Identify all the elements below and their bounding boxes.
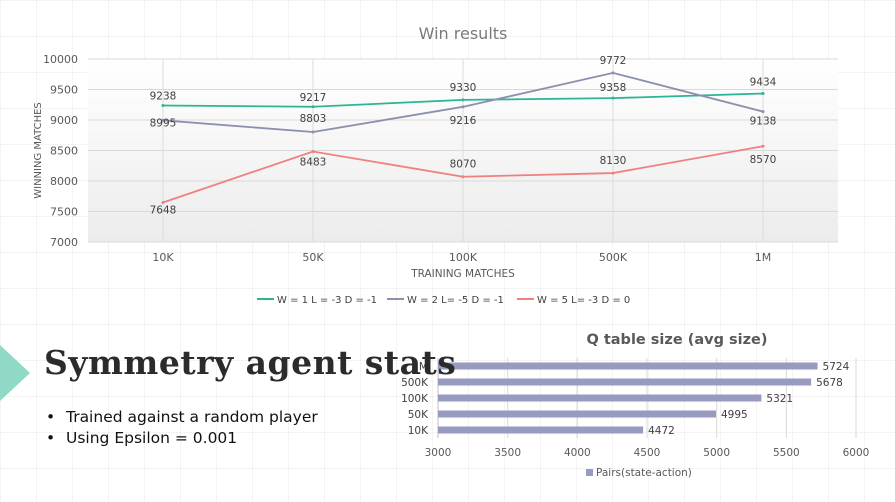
y-tick-label: 7500 (50, 206, 78, 219)
data-point (761, 144, 765, 148)
x-tick-label: 4500 (634, 447, 661, 459)
bar-value-label: 4472 (648, 425, 675, 437)
data-label: 8995 (150, 117, 177, 129)
bar-value-label: 5724 (823, 361, 850, 373)
data-label: 9138 (750, 116, 777, 128)
bullet-item: • Trained against a random player (46, 408, 318, 429)
category-label: 500K (401, 377, 429, 389)
bullet-list: • Trained against a random player • Using … (46, 408, 318, 450)
slide-title: Symmetry agent stats (44, 343, 457, 382)
legend-label: W = 5 L= -3 D = 0 (537, 295, 630, 306)
data-point (161, 118, 165, 122)
data-label: 8803 (300, 113, 327, 125)
bullet-dot: • (46, 408, 56, 426)
category-label: 1M (412, 361, 428, 373)
category-label: 50K (408, 409, 429, 421)
category-label: 100K (401, 393, 429, 405)
bullet-text: Trained against a random player (66, 408, 318, 426)
bar-value-label: 4995 (721, 409, 748, 421)
bullet-text: Using Epsilon = 0.001 (66, 429, 238, 447)
win-results-chart: 7000 7500 8000 8500 9000 9500 10000 10K 50K 100K 5… (33, 24, 838, 306)
chart-title: Win results (419, 24, 508, 43)
data-label: 8570 (750, 154, 777, 166)
q-table-size-chart: Q table size (avg size) 3000 3500 4000 4500 5… (401, 332, 870, 479)
data-label: 9358 (600, 82, 627, 94)
data-label: 9238 (150, 90, 177, 102)
bar-value-label: 5678 (816, 377, 843, 389)
legend-swatch (586, 469, 593, 476)
data-point (461, 175, 465, 179)
data-point (461, 105, 465, 109)
data-label: 9434 (750, 77, 777, 89)
y-tick-label: 10000 (43, 53, 78, 66)
data-point (311, 105, 315, 109)
data-label: 9217 (300, 92, 327, 104)
x-tick-label: 3500 (494, 447, 521, 459)
data-point (611, 71, 615, 75)
accent-arrow-shape (0, 345, 30, 401)
data-label: 9772 (600, 55, 627, 67)
x-tick-label: 500K (599, 251, 628, 264)
bullet-dot: • (46, 429, 56, 447)
legend-label: W = 1 L = -3 D = -1 (277, 295, 377, 306)
data-point (311, 150, 315, 154)
x-tick-label: 5000 (703, 447, 730, 459)
bar (438, 394, 762, 402)
bullet-item: • Using Epsilon = 0.001 (46, 429, 318, 450)
data-point (311, 130, 315, 134)
data-label: 8483 (300, 157, 327, 169)
data-label: 9330 (450, 82, 477, 94)
data-label: 7648 (150, 204, 177, 216)
legend-label: Pairs(state-action) (596, 467, 692, 479)
bar (438, 362, 818, 370)
data-point (761, 92, 765, 96)
y-tick-label: 9500 (50, 84, 78, 97)
x-axis-label: TRAINING MATCHES (410, 268, 515, 280)
category-label: 10K (408, 425, 429, 437)
data-label: 9216 (450, 115, 477, 127)
data-label: 8070 (450, 159, 477, 171)
x-tick-label: 50K (302, 251, 324, 264)
x-tick-label: 3000 (425, 447, 452, 459)
legend-label: W = 2 L= -5 D = -1 (407, 295, 504, 306)
y-tick-label: 8000 (50, 175, 78, 188)
bar (438, 378, 812, 386)
data-point (761, 110, 765, 114)
data-point (161, 200, 165, 204)
y-tick-label: 8500 (50, 145, 78, 158)
data-point (461, 98, 465, 102)
data-point (611, 171, 615, 175)
x-tick-label: 4000 (564, 447, 591, 459)
bar (438, 426, 644, 434)
bar-value-label: 5321 (766, 393, 793, 405)
x-tick-label: 5500 (773, 447, 800, 459)
y-axis-label: WINNING MATCHES (33, 102, 44, 199)
y-tick-label: 9000 (50, 114, 78, 127)
data-point (611, 96, 615, 100)
data-label: 8130 (600, 155, 627, 167)
data-point (161, 103, 165, 107)
x-tick-label: 1M (755, 251, 772, 264)
x-tick-label: 100K (449, 251, 478, 264)
y-tick-label: 7000 (50, 236, 78, 249)
x-tick-label: 6000 (843, 447, 870, 459)
bar (438, 410, 716, 418)
x-tick-label: 10K (152, 251, 174, 264)
bar-chart-title: Q table size (avg size) (586, 332, 767, 348)
